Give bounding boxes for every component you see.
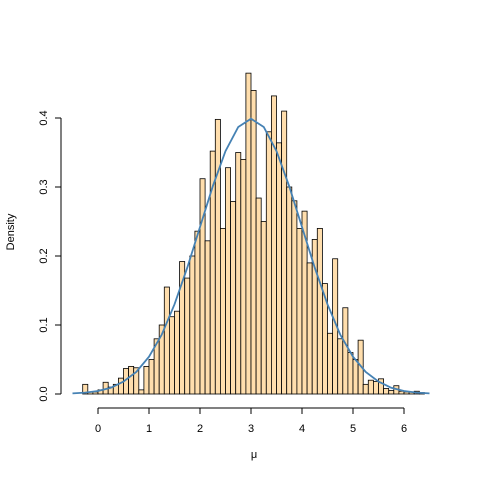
bar bbox=[168, 316, 175, 395]
y-tick-label: 0.1 bbox=[38, 317, 50, 332]
bar bbox=[260, 221, 267, 395]
bar bbox=[337, 338, 344, 395]
bar bbox=[214, 118, 221, 395]
bar bbox=[327, 332, 333, 395]
bar bbox=[204, 240, 211, 395]
bar bbox=[388, 390, 395, 395]
bar bbox=[235, 152, 242, 395]
bar bbox=[276, 142, 282, 395]
bar bbox=[184, 277, 191, 395]
bar bbox=[270, 95, 277, 395]
bar bbox=[342, 307, 349, 395]
x-tick-label: 4 bbox=[299, 423, 305, 435]
bar bbox=[240, 158, 247, 395]
x-axis-label: μ bbox=[251, 449, 257, 461]
bar bbox=[230, 201, 237, 395]
bar bbox=[362, 383, 369, 395]
bar bbox=[133, 367, 140, 395]
x-tick-label: 2 bbox=[197, 423, 203, 435]
bar bbox=[378, 378, 384, 395]
y-axis-label: Density bbox=[5, 213, 17, 250]
x-tick-label: 0 bbox=[95, 423, 101, 435]
bar bbox=[367, 379, 374, 395]
bar bbox=[118, 377, 124, 395]
bar bbox=[255, 197, 262, 395]
bar bbox=[316, 227, 323, 395]
bar bbox=[291, 200, 298, 395]
bar bbox=[306, 262, 313, 395]
bar bbox=[82, 383, 89, 395]
x-tick-label: 5 bbox=[350, 423, 356, 435]
bar bbox=[219, 227, 226, 395]
bar bbox=[225, 167, 231, 395]
bar bbox=[138, 389, 145, 395]
bar bbox=[296, 227, 303, 395]
bar bbox=[189, 255, 196, 395]
bar bbox=[383, 388, 390, 395]
y-tick-label: 0.4 bbox=[38, 110, 50, 125]
bar bbox=[194, 230, 201, 395]
bar bbox=[143, 365, 150, 395]
y-tick-label: 0.3 bbox=[38, 179, 50, 194]
bar bbox=[372, 381, 379, 395]
x-tick-label: 6 bbox=[401, 423, 407, 435]
bar bbox=[286, 186, 293, 395]
bar bbox=[163, 286, 170, 395]
x-tick-label: 3 bbox=[248, 423, 254, 435]
density-curve bbox=[72, 117, 430, 395]
y-tick-label: 0.2 bbox=[38, 248, 50, 263]
bar bbox=[250, 90, 257, 395]
bar bbox=[347, 352, 354, 395]
bar bbox=[265, 131, 272, 395]
x-tick-label: 1 bbox=[146, 423, 152, 435]
bar bbox=[128, 365, 135, 395]
bar bbox=[148, 359, 155, 395]
bar bbox=[281, 110, 288, 395]
bar bbox=[174, 310, 180, 395]
y-tick-label: 0.0 bbox=[38, 386, 50, 401]
bar bbox=[352, 359, 359, 395]
